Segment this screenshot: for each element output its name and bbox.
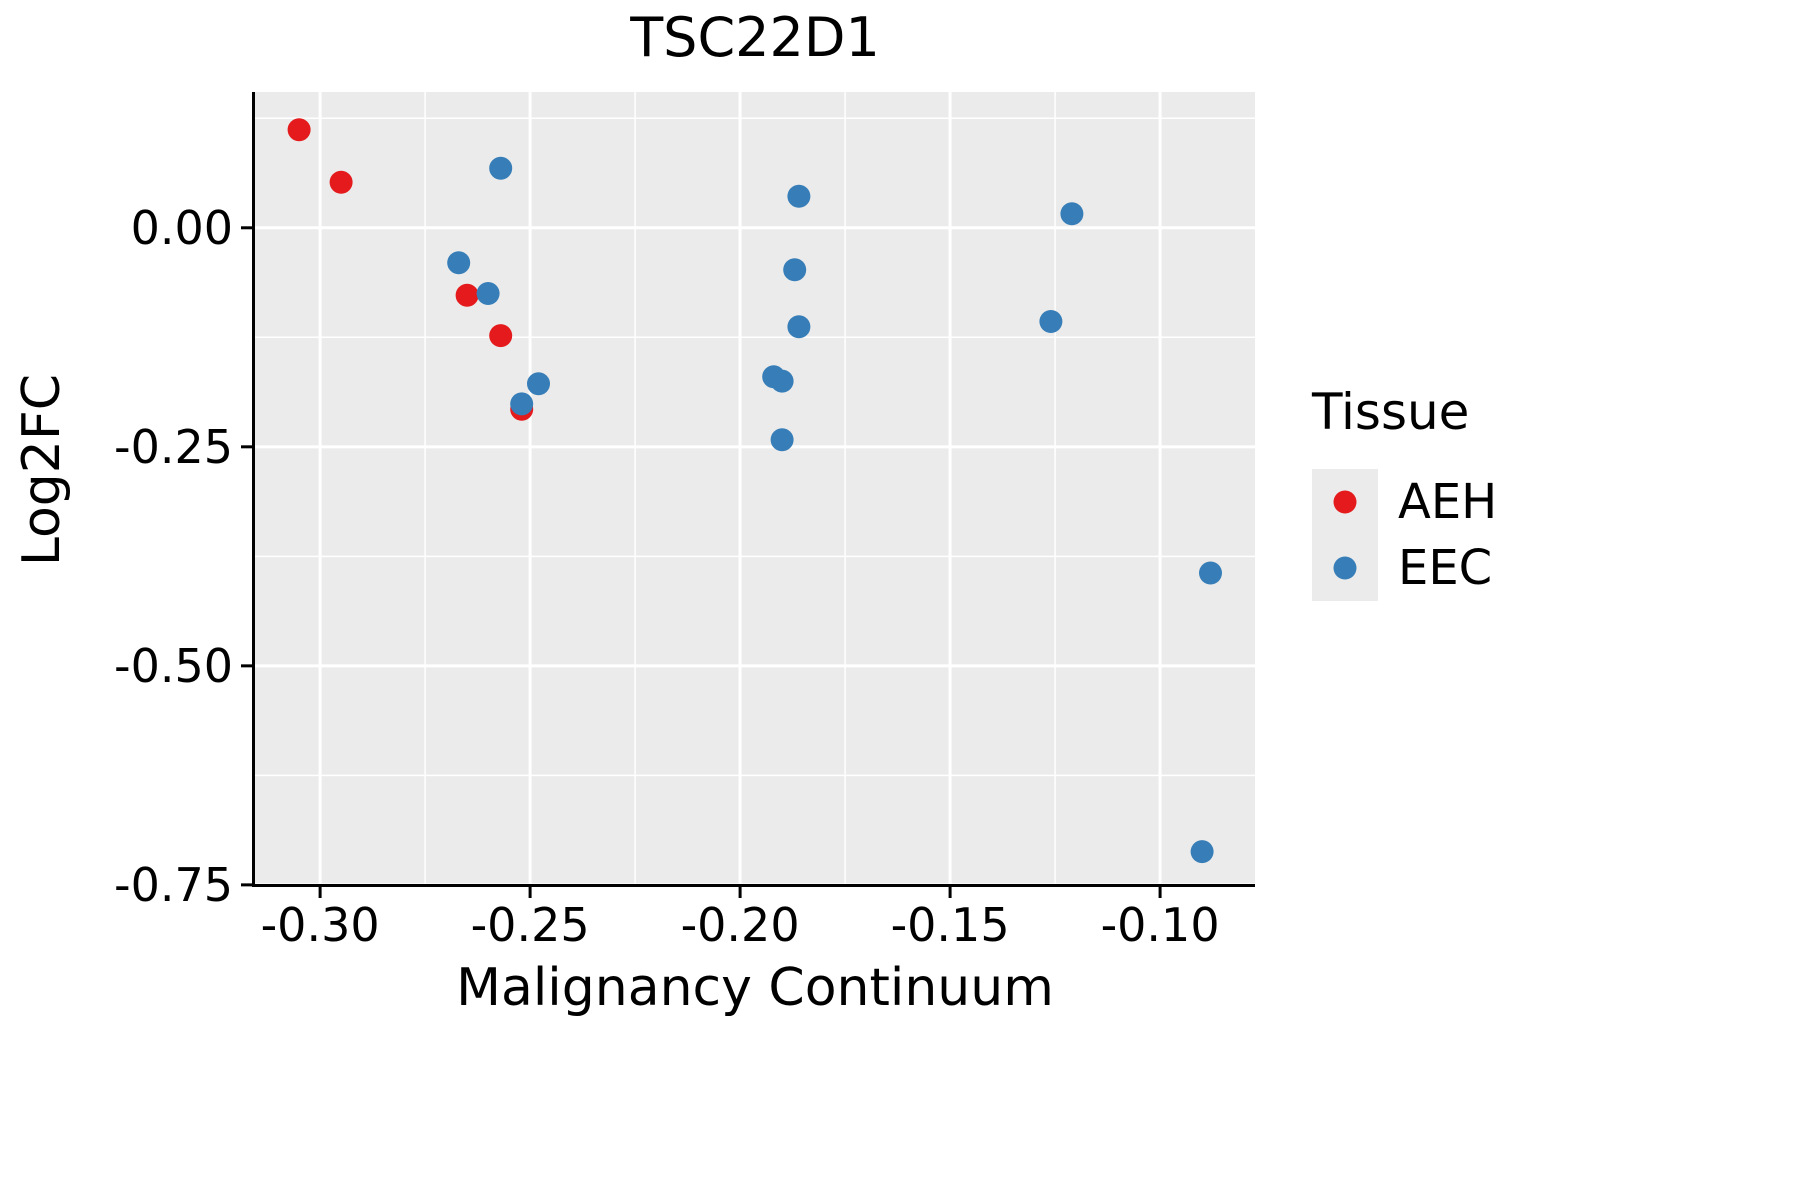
chart-title: TSC22D1 bbox=[630, 6, 880, 69]
data-point bbox=[783, 258, 807, 282]
legend-item-aeh: AEH bbox=[1312, 469, 1497, 535]
y-tick-label: -0.75 bbox=[113, 857, 233, 912]
x-tick-label: -0.25 bbox=[470, 898, 590, 952]
x-tick-label: -0.10 bbox=[1100, 898, 1220, 952]
data-point bbox=[329, 170, 353, 194]
legend-item-eec: EEC bbox=[1312, 535, 1497, 601]
legend-dot bbox=[1333, 556, 1357, 580]
data-point bbox=[476, 282, 500, 305]
x-tick-label: -0.15 bbox=[890, 898, 1010, 952]
data-point bbox=[489, 324, 513, 348]
data-point bbox=[787, 315, 811, 339]
x-tick-label: -0.20 bbox=[680, 898, 800, 952]
data-point bbox=[489, 156, 513, 180]
legend-label: AEH bbox=[1398, 474, 1498, 530]
data-point bbox=[770, 428, 794, 452]
plot-panel bbox=[255, 92, 1255, 884]
data-point bbox=[770, 369, 794, 393]
x-axis-label: Malignancy Continuum bbox=[456, 958, 1054, 1018]
data-point bbox=[1039, 310, 1063, 333]
y-tick-label: -0.50 bbox=[113, 638, 233, 693]
data-point bbox=[447, 251, 471, 275]
data-point bbox=[455, 283, 479, 307]
data-point bbox=[1190, 840, 1214, 864]
legend-title: Tissue bbox=[1312, 383, 1470, 441]
legend-label: EEC bbox=[1398, 540, 1493, 596]
legend-key bbox=[1312, 535, 1378, 601]
data-point bbox=[787, 184, 811, 208]
y-tick-label: 0.00 bbox=[130, 200, 233, 255]
data-point bbox=[287, 118, 311, 142]
data-point bbox=[510, 392, 534, 416]
legend-dot bbox=[1333, 490, 1357, 514]
legend: Tissue AEH EEC bbox=[1312, 383, 1497, 601]
data-point bbox=[527, 372, 550, 396]
legend-key bbox=[1312, 469, 1378, 535]
y-tick-label: -0.25 bbox=[113, 419, 233, 474]
data-point bbox=[1199, 561, 1222, 585]
data-point bbox=[1060, 202, 1084, 226]
x-tick-label: -0.30 bbox=[260, 898, 380, 952]
